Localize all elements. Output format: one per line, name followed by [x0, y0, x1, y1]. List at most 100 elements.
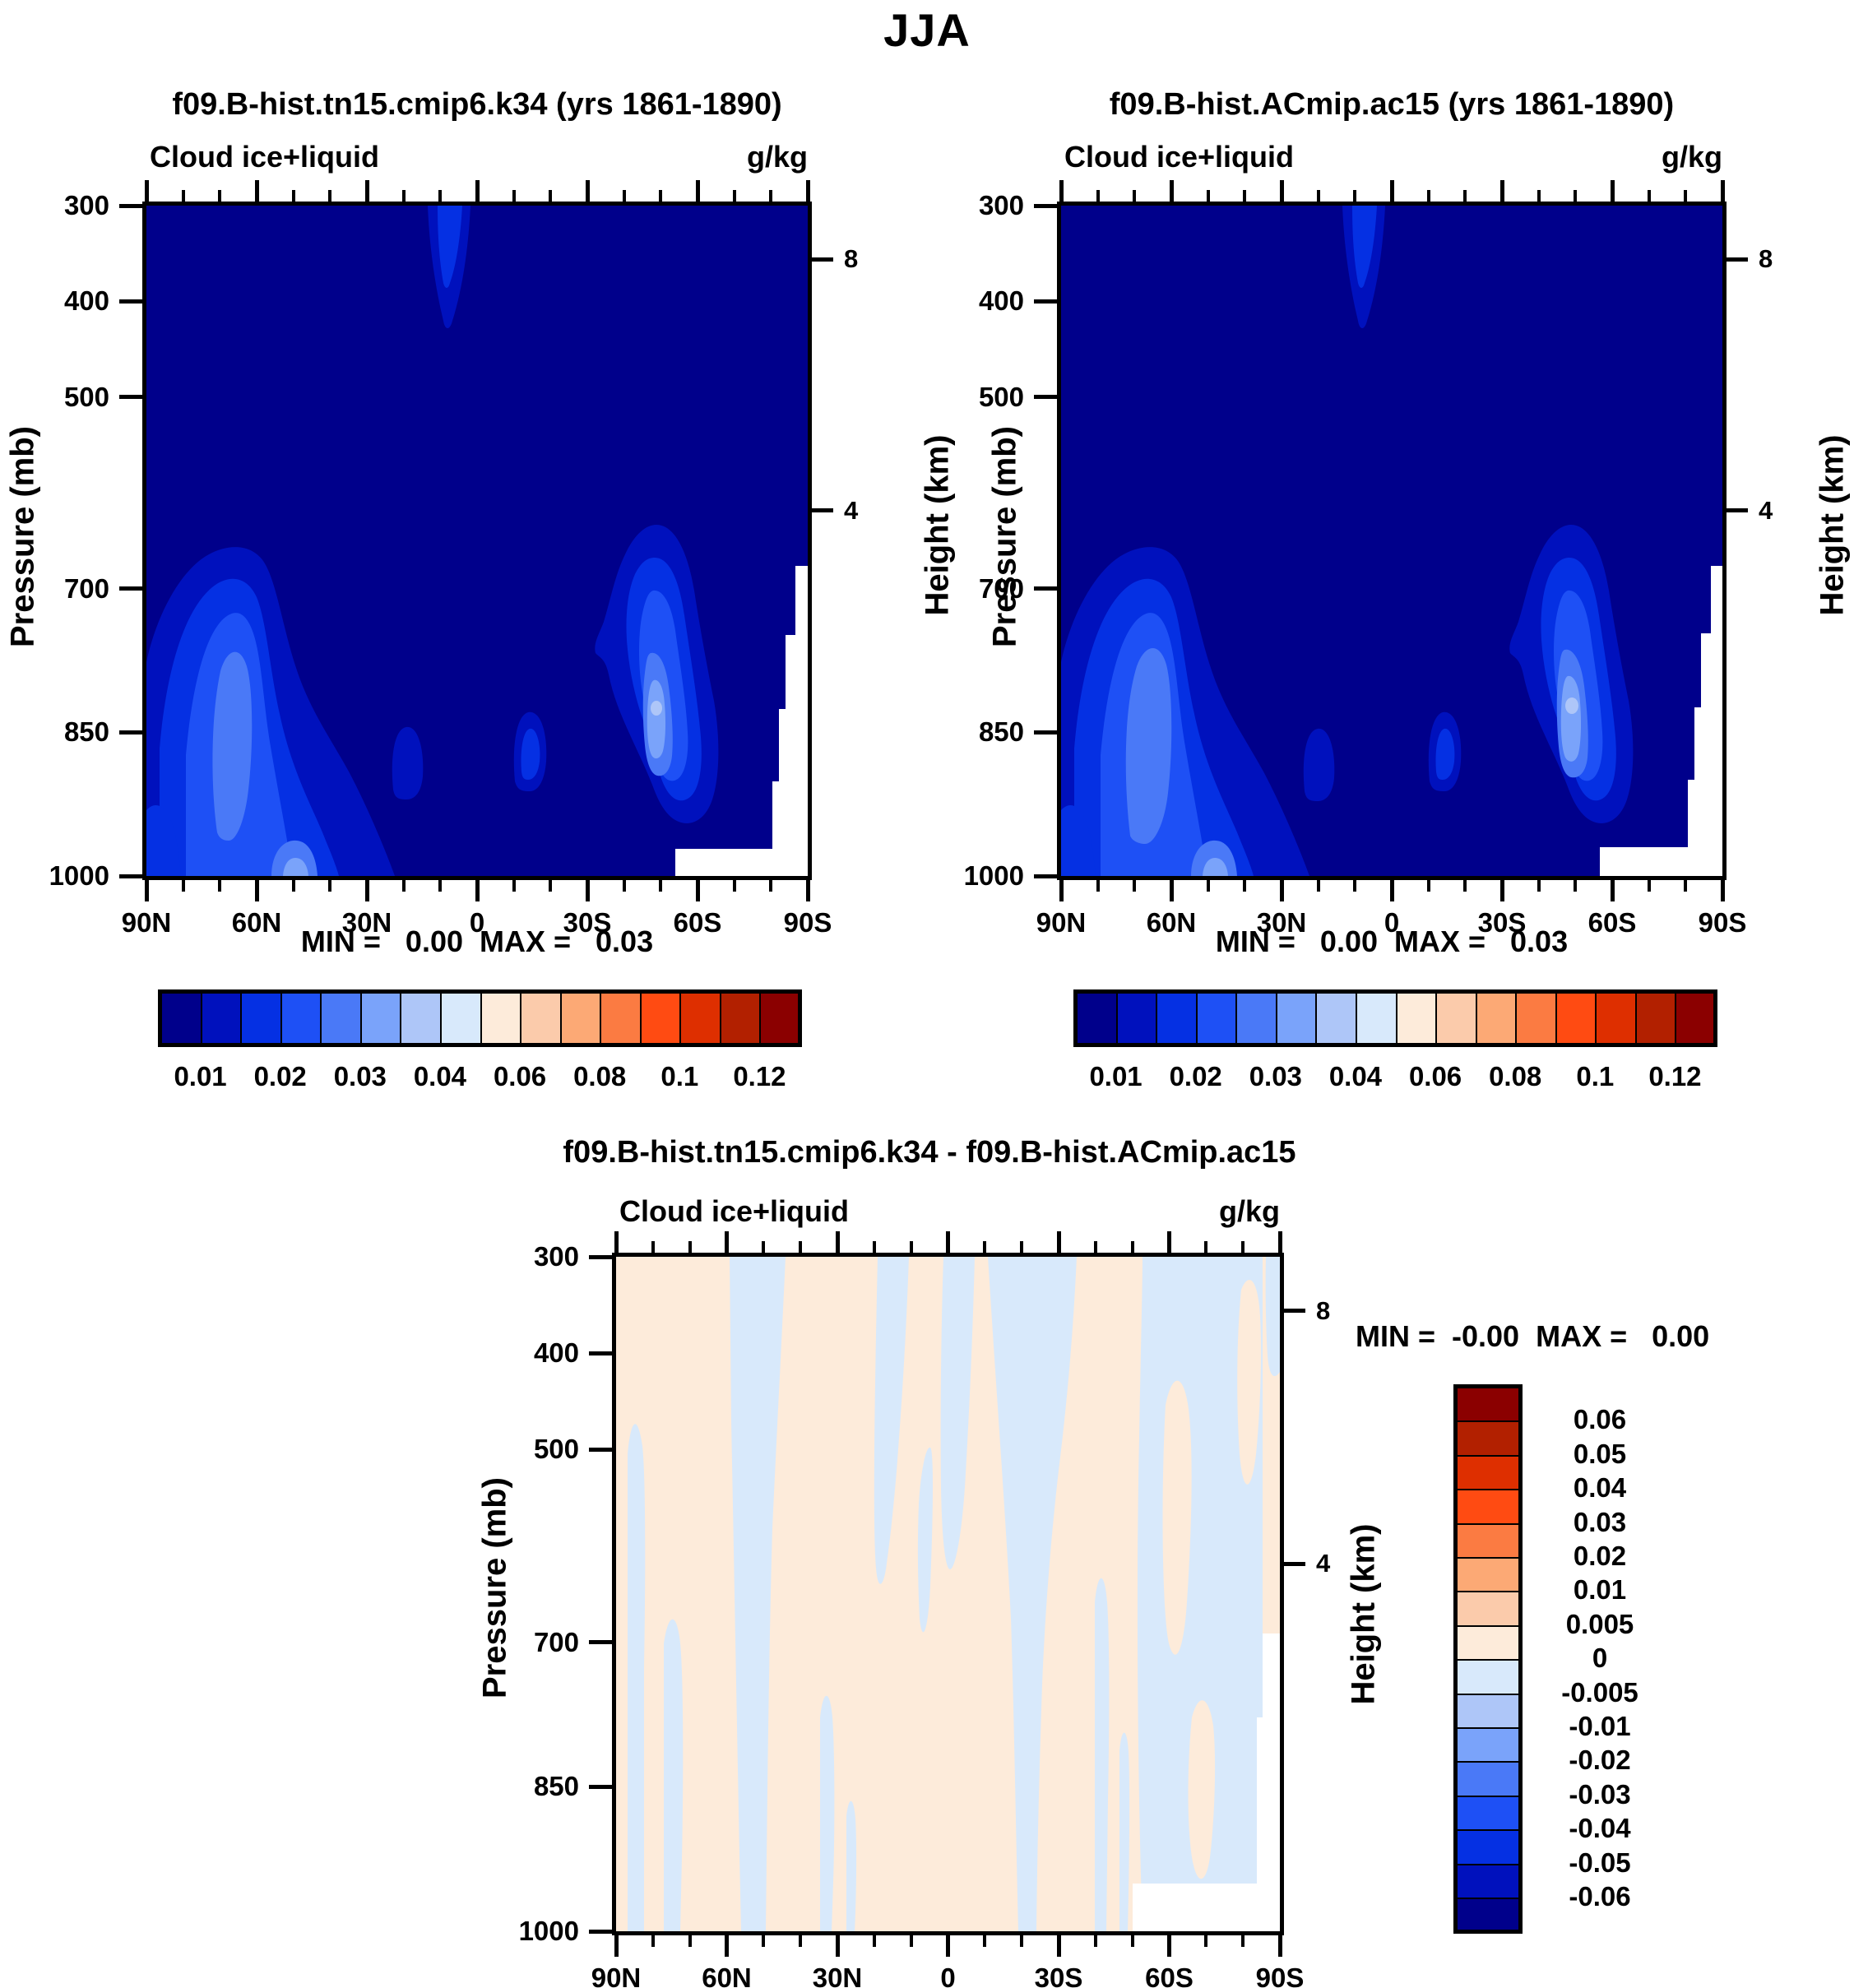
pressure-tick — [119, 203, 142, 208]
lat-tick — [1167, 1935, 1171, 1957]
lat-tick — [144, 180, 149, 202]
lat-tick-label: 0 — [1384, 907, 1400, 938]
lat-tick — [1279, 880, 1284, 901]
lat-tick-label: 60S — [1145, 1963, 1194, 1988]
colorbar-tick-label: 0.1 — [1576, 1061, 1615, 1091]
lat-tick — [1059, 180, 1064, 202]
colorbar-cell — [1595, 992, 1637, 1045]
lat-tick — [1353, 880, 1357, 892]
diff-negative-band — [917, 1447, 933, 1633]
colorbar-cell — [439, 992, 482, 1045]
colorbar-tick-label: -0.04 — [1569, 1813, 1631, 1844]
lat-tick — [1574, 880, 1578, 892]
colorbar-top-right — [1073, 989, 1717, 1047]
colorbar-cell — [1456, 1591, 1520, 1627]
pressure-tick-label: 400 — [63, 285, 109, 317]
lat-tick — [549, 190, 553, 202]
lat-tick-label: 90N — [591, 1963, 642, 1988]
lat-tick — [1096, 190, 1100, 202]
pressure-tick-label: 500 — [63, 381, 109, 412]
colorbar-tick-label: -0.06 — [1569, 1881, 1631, 1912]
colorbar-tick-label: 0.02 — [253, 1061, 307, 1091]
lat-tick — [688, 1935, 692, 1947]
lat-tick — [364, 880, 369, 901]
pressure-tick — [589, 1929, 612, 1934]
lat-tick-label: 60N — [231, 907, 282, 938]
lat-tick — [1647, 880, 1651, 892]
lat-tick — [144, 880, 149, 901]
lat-tick — [799, 1935, 803, 1947]
colorbar-cell — [1456, 1624, 1520, 1661]
colorbar-cell — [1355, 992, 1397, 1045]
diff-negative-band — [1095, 1578, 1110, 1931]
lat-tick — [1206, 880, 1210, 892]
pressure-tick — [589, 1640, 612, 1645]
colorbar-cell — [1456, 1795, 1520, 1832]
lat-tick — [1574, 190, 1578, 202]
colorbar-cell — [320, 992, 362, 1045]
lat-tick — [291, 190, 295, 202]
contour-south-peak-dot — [651, 701, 662, 716]
panel-title-bottom: f09.B-hist.tn15.cmip6.k34 - f09.B-hist.A… — [563, 1135, 1296, 1170]
colorbar-cell — [400, 992, 442, 1045]
diff-negative-band — [730, 1257, 786, 1931]
lat-tick — [585, 180, 590, 202]
lat-tick-label: 30S — [1034, 1963, 1083, 1988]
lat-tick — [1133, 880, 1137, 892]
lat-tick — [835, 1231, 840, 1253]
pressure-tick-label: 850 — [978, 716, 1024, 748]
lat-tick — [769, 880, 773, 892]
lat-tick — [1056, 1935, 1061, 1957]
pressure-tick — [589, 1254, 612, 1259]
lat-tick — [1133, 190, 1137, 202]
lat-tick — [1610, 180, 1615, 202]
colorbar-tick-label: 0.1 — [660, 1061, 699, 1091]
lat-tick-label: 30N — [812, 1963, 863, 1988]
lat-tick — [1204, 1935, 1208, 1947]
pressure-tick — [119, 586, 142, 591]
diff-negative-band — [940, 1257, 975, 1569]
pressure-tick-label: 700 — [63, 572, 109, 604]
colorbar-cell — [1456, 1727, 1520, 1763]
lat-tick — [622, 880, 626, 892]
lat-tick — [1426, 880, 1430, 892]
lat-tick — [1426, 190, 1430, 202]
contour-north-core — [1125, 647, 1172, 844]
panel-title-top-left: f09.B-hist.tn15.cmip6.k34 (yrs 1861-1890… — [172, 87, 782, 122]
field-label-bottom: Cloud ice+liquid — [619, 1194, 850, 1228]
lat-tick — [1243, 190, 1247, 202]
colorbar-tick-label: 0.06 — [1573, 1404, 1627, 1435]
lat-tick — [1499, 880, 1504, 901]
colorbar-tick-label: 0.03 — [333, 1061, 387, 1091]
height-tick — [1727, 508, 1748, 513]
contour-tropical-blob-north — [1303, 728, 1335, 801]
colorbar-tick-label: -0.05 — [1569, 1847, 1631, 1878]
lat-tick — [805, 880, 810, 901]
lat-tick — [688, 1241, 692, 1253]
lat-tick — [1277, 1935, 1282, 1957]
lat-tick — [614, 1231, 619, 1253]
lat-tick — [1684, 880, 1688, 892]
lat-tick — [946, 1231, 950, 1253]
diff-negative-band — [988, 1257, 1077, 1931]
colorbar-tick-label: 0.04 — [413, 1061, 467, 1091]
diff-negative-band — [664, 1619, 684, 1931]
pressure-tick — [1034, 586, 1057, 591]
stats-top-left: MIN = 0.00 MAX = 0.03 — [300, 924, 654, 958]
lat-tick — [1279, 180, 1284, 202]
colorbar-tick-label: 0 — [1592, 1643, 1608, 1674]
lat-tick-label: 90N — [121, 907, 172, 938]
colorbar-cell — [1475, 992, 1518, 1045]
colorbar-cell — [719, 992, 762, 1045]
antarctic-topography-mask — [1133, 1633, 1280, 1931]
lat-tick — [1537, 190, 1541, 202]
lat-tick — [1610, 880, 1615, 901]
lat-tick — [651, 1935, 655, 1947]
diff-positive-island — [1162, 1380, 1192, 1655]
colorbar-tick-label: -0.01 — [1569, 1711, 1631, 1741]
diff-negative-band — [874, 1257, 909, 1584]
colorbar-cell — [1395, 992, 1438, 1045]
pressure-tick-label: 700 — [533, 1626, 579, 1657]
colorbar-tick-label: -0.02 — [1569, 1745, 1631, 1776]
units-label-bottom: g/kg — [1218, 1194, 1280, 1228]
